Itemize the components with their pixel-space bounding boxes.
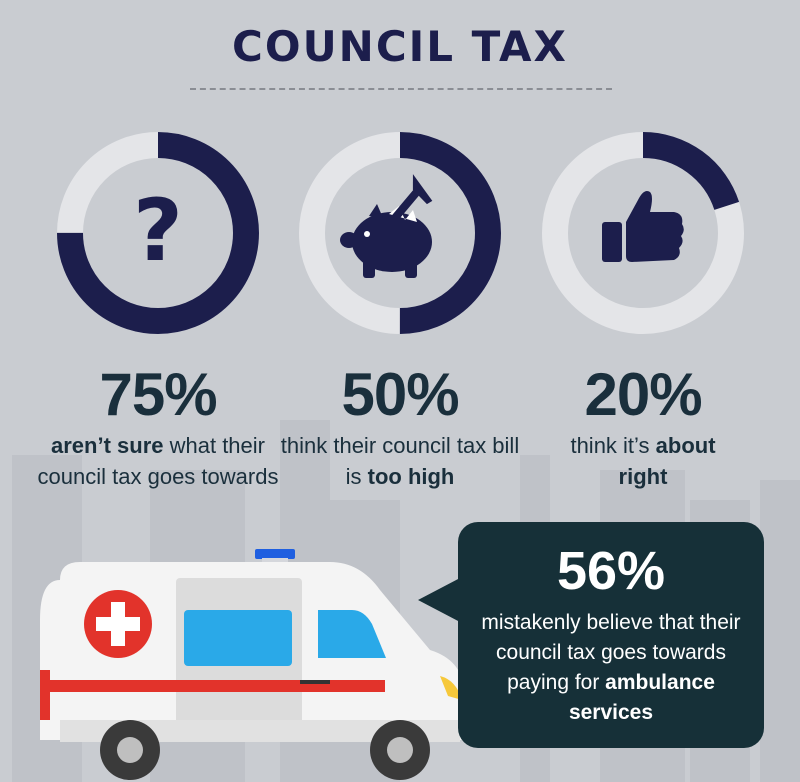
headlight	[440, 676, 462, 700]
callout-percent: 56%	[556, 541, 666, 601]
question-mark-icon: ?	[133, 181, 183, 281]
callout-description: mistakenly believe that their council ta…	[466, 608, 756, 728]
ambulance-front-window	[318, 610, 386, 658]
thumbs-up-icon	[602, 191, 684, 262]
stat-ring-unsure: ?	[55, 130, 261, 336]
ring-progress-arc	[299, 132, 501, 334]
stat-description-text: think it’s	[570, 433, 656, 458]
stat-ring-too-high	[297, 130, 503, 336]
stat-description-bold: aren’t sure	[51, 433, 164, 458]
stat-description: think their council tax bill is too high	[270, 430, 530, 492]
callout-description-bold: ambulance services	[568, 671, 715, 724]
ambulance-illustration	[40, 549, 464, 780]
stat-block-unsure: 75% aren’t sure what their council tax g…	[28, 360, 288, 492]
stat-description-bold: about right	[618, 433, 716, 489]
callout-bubble: 56% mistakenly believe that their counci…	[458, 522, 764, 748]
stat-block-about-right: 20% think it’s about right	[513, 360, 773, 492]
stat-percent: 50%	[341, 361, 459, 428]
stat-block-too-high: 50% think their council tax bill is too …	[270, 360, 530, 492]
piggy-bank-hammer-icon	[340, 174, 433, 278]
ring-progress-arc	[542, 132, 744, 334]
stat-percent: 20%	[584, 361, 702, 428]
callout-bubble-tail	[418, 578, 460, 622]
stat-description-bold: too high	[367, 464, 455, 489]
title-divider	[190, 88, 612, 90]
stat-ring-about-right	[540, 130, 746, 336]
stat-percent: 75%	[99, 361, 217, 428]
siren-light	[255, 549, 295, 559]
page-title: COUNCIL TAX	[232, 22, 568, 71]
ring-progress-arc	[57, 132, 259, 334]
callout-description-text: mistakenly believe that their council ta…	[481, 611, 741, 694]
ambulance-window	[184, 610, 292, 666]
stat-description-text: think their council tax bill is	[280, 433, 520, 489]
stat-description: aren’t sure what their council tax goes …	[28, 430, 288, 492]
svg-text:?: ?	[133, 181, 183, 281]
ambulance-stripe	[40, 680, 385, 692]
stat-description-text: what their council tax goes towards	[37, 433, 279, 489]
stat-description: think it’s about right	[568, 430, 718, 492]
